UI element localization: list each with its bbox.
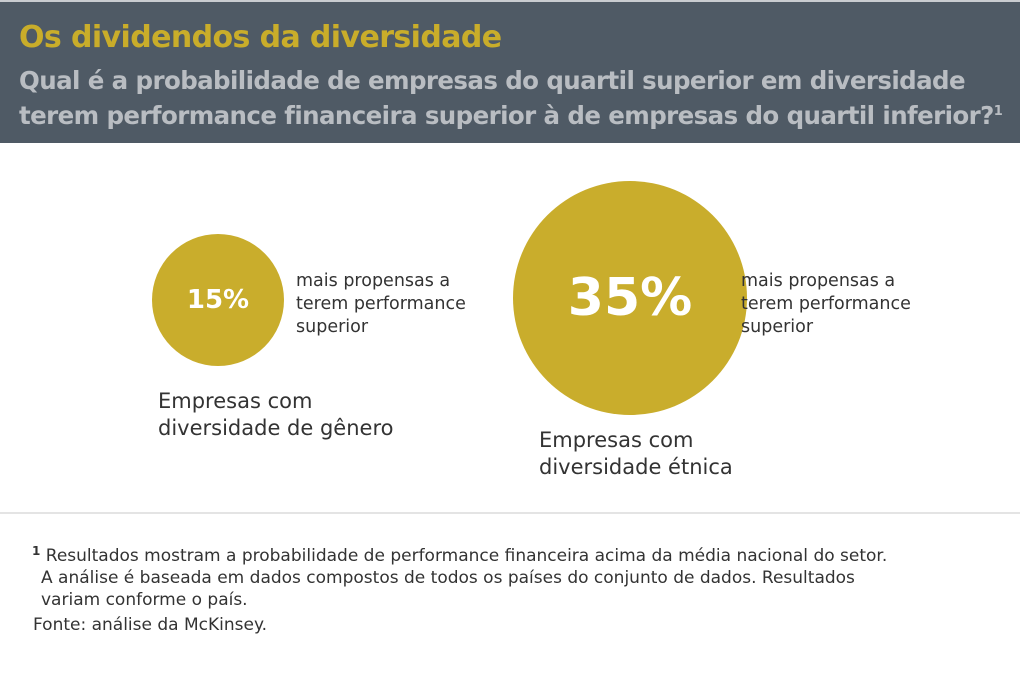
note-line: terem performance (741, 294, 911, 314)
label-line: Empresas com (539, 428, 694, 452)
note-line: mais propensas a (296, 271, 451, 291)
gender-diversity-circle: 15% (152, 234, 284, 366)
footnote-line-3: variam conforme o país. (41, 590, 248, 610)
footnote-mark: 1 (993, 104, 1003, 119)
header: Os dividendos da diversidade Qual é a pr… (0, 2, 1020, 143)
note-line: mais propensas a (741, 271, 896, 291)
note-line: superior (296, 317, 369, 337)
gender-value: 15% (186, 285, 250, 315)
footnote-number: 1 (32, 544, 41, 558)
page-subtitle: Qual é a probabilidade de empresas do qu… (19, 65, 1003, 131)
label-line: diversidade étnica (539, 455, 733, 479)
label-line: Empresas com (158, 389, 313, 413)
note-line: terem performance (296, 294, 466, 314)
ethnic-value: 35% (567, 268, 693, 328)
ethnic-label: Empresas com diversidade étnica (539, 427, 733, 481)
page-title: Os dividendos da diversidade (19, 20, 502, 55)
footnote: 1 Resultados mostram a probabilidade de … (32, 540, 887, 611)
top-band (0, 0, 1020, 2)
label-line: diversidade de gênero (158, 416, 394, 440)
footnote-line-1: Resultados mostram a probabilidade de pe… (45, 546, 888, 566)
ethnic-diversity-circle: 35% (513, 181, 747, 415)
subtitle-line-2: terem performance financeira superior à … (19, 101, 994, 131)
note-line: superior (741, 317, 814, 337)
gender-label: Empresas com diversidade de gênero (158, 388, 393, 442)
gender-note: mais propensas a terem performance super… (296, 270, 466, 339)
divider (0, 512, 1020, 514)
footnote-line-2: A análise é baseada em dados compostos d… (41, 568, 855, 588)
ethnic-note: mais propensas a terem performance super… (741, 270, 911, 339)
subtitle-line-1: Qual é a probabilidade de empresas do qu… (19, 66, 966, 95)
source-note: Fonte: análise da McKinsey. (33, 615, 268, 635)
